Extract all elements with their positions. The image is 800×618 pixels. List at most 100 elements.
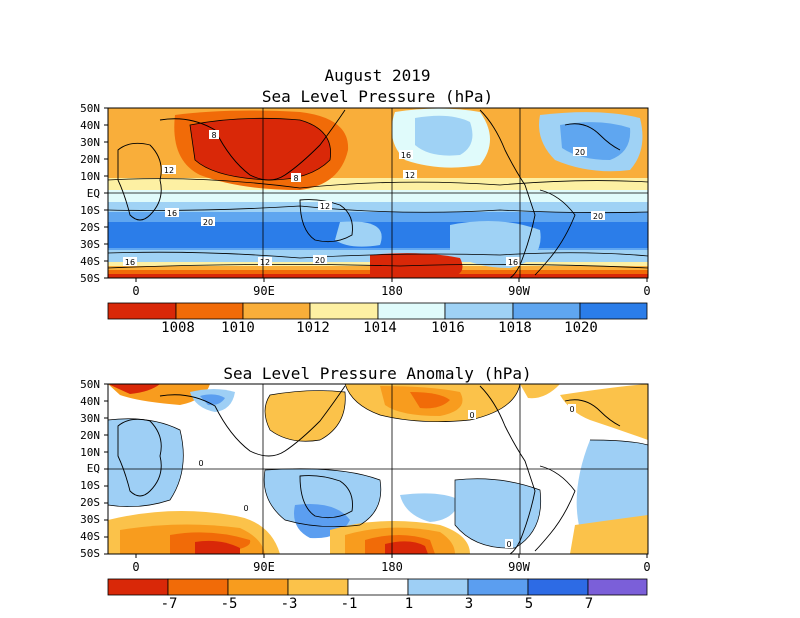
colorbar-swatch — [309, 302, 379, 320]
contour-label-bg — [468, 410, 476, 419]
contour-label: 16 — [401, 151, 411, 160]
colorbar-swatch — [444, 302, 514, 320]
slp-contour — [108, 178, 648, 189]
lat-label: 10S — [80, 479, 100, 492]
colorbar-swatch — [527, 578, 589, 596]
colorbar-label: -5 — [220, 596, 238, 612]
contour-label: 0 — [506, 540, 511, 549]
anom-region — [385, 541, 428, 554]
contour-label: 12 — [164, 166, 174, 175]
contour-label: 16 — [125, 258, 135, 267]
contour-label-group: 0 0 0 0 0 — [197, 404, 576, 549]
lon-label: 90W — [508, 560, 530, 574]
colorbar-label: -7 — [160, 596, 178, 612]
contour-label: 16 — [167, 209, 177, 218]
colorbar-label: 1018 — [498, 320, 532, 336]
lon-label: 180 — [381, 560, 403, 574]
anom-region — [265, 390, 346, 442]
lat-label: 20N — [80, 429, 100, 442]
anom-region — [400, 493, 460, 522]
lon-label: 0 — [132, 560, 140, 574]
colorbar-swatch — [167, 578, 229, 596]
contour-label-bg — [209, 130, 219, 139]
lat-label: 10S — [80, 204, 100, 217]
contour-label: 0 — [243, 504, 248, 513]
contour-label: 12 — [320, 202, 330, 211]
contour-label-bg — [573, 147, 587, 156]
contour-label-bg — [123, 257, 137, 266]
contour-label-bg — [399, 150, 413, 159]
colorbar-swatch — [107, 578, 169, 596]
lon-label: 90E — [253, 560, 275, 574]
contour-label-bg — [291, 173, 301, 182]
contour-label-bg — [506, 257, 520, 266]
anom-region — [410, 392, 450, 409]
colorbar-swatch — [287, 578, 349, 596]
colorbar-swatch — [579, 302, 648, 320]
lat-label: 40S — [80, 255, 100, 268]
contour-label-bg — [162, 165, 176, 174]
colorbar-label: -3 — [280, 596, 298, 612]
lon-label: 90W — [508, 284, 530, 298]
colorbar-swatch — [407, 578, 469, 596]
colorbar-swatch — [467, 578, 529, 596]
lon-label: 0 — [643, 284, 651, 298]
lat-label: 50N — [80, 378, 100, 391]
lat-label: 20S — [80, 221, 100, 234]
contour-label-bg — [568, 404, 576, 413]
anom-region — [576, 440, 648, 542]
colorbar-label: 1014 — [363, 320, 397, 336]
slp-band — [108, 190, 648, 202]
colorbar-label: 3 — [464, 596, 474, 612]
chart-title-date: August 2019 — [324, 66, 431, 85]
colorbar-label: -1 — [340, 596, 358, 612]
colorbar-label: 7 — [584, 596, 594, 612]
slp-spac-high — [450, 221, 541, 268]
slp-contour — [108, 264, 648, 269]
lat-label: 50S — [80, 547, 100, 560]
lat-label: 30S — [80, 238, 100, 251]
contour-label: 0 — [469, 411, 474, 420]
anom-region — [108, 384, 160, 394]
contour-label-bg — [258, 257, 272, 266]
anom-region — [264, 468, 381, 527]
lon-label: 90E — [253, 284, 275, 298]
lat-label: 40N — [80, 395, 100, 408]
lat-label: 50S — [80, 272, 100, 285]
contour-label: 0 — [569, 405, 574, 414]
anom-region — [455, 478, 541, 549]
lat-label: EQ — [86, 187, 100, 200]
lon-label: 0 — [643, 560, 651, 574]
contour-label-bg — [201, 217, 215, 226]
anom-colorbar — [107, 578, 648, 596]
contour-label: 12 — [260, 258, 270, 267]
anom-region — [520, 384, 560, 399]
contour-label: 20 — [575, 148, 585, 157]
lat-label: 30N — [80, 136, 100, 149]
colorbar-label: 1012 — [296, 320, 330, 336]
lat-label: 20S — [80, 496, 100, 509]
lat-label: EQ — [86, 462, 100, 475]
anom-region — [195, 540, 240, 554]
colorbar-swatch — [227, 578, 289, 596]
contour-label-group: 8 8 12 12 12 12 16 16 16 16 20 20 20 — [123, 130, 605, 267]
chart-title-slp: Sea Level Pressure (hPa) — [261, 87, 494, 106]
lat-label: 40S — [80, 530, 100, 543]
slp-npac-high-core — [415, 115, 473, 156]
anom-ticks — [104, 383, 648, 558]
contour-label-bg — [197, 458, 205, 467]
contour-label: 20 — [593, 212, 603, 221]
slp-asian-low-core — [190, 118, 331, 180]
lat-label: 10N — [80, 446, 100, 459]
colorbar-swatch — [242, 302, 311, 320]
colorbar-label: 1010 — [221, 320, 255, 336]
colorbar-swatch — [175, 302, 244, 320]
slp-contour — [189, 117, 332, 181]
contour-label: 8 — [293, 174, 298, 183]
slp-aus-high — [335, 221, 382, 247]
colorbar-swatch — [107, 302, 177, 320]
colorbar-label: 5 — [524, 596, 534, 612]
contour-label: 20 — [203, 218, 213, 227]
colorbar-label: 1016 — [431, 320, 465, 336]
